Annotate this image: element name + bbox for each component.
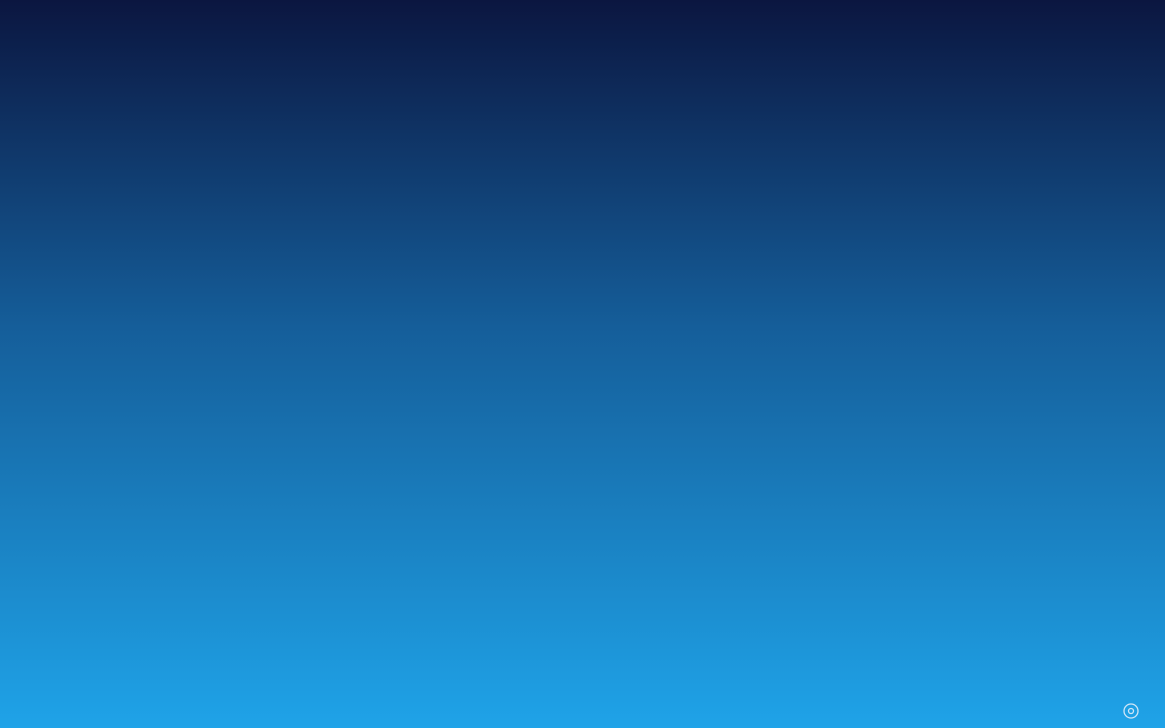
settings-icon[interactable] [1123,703,1139,719]
